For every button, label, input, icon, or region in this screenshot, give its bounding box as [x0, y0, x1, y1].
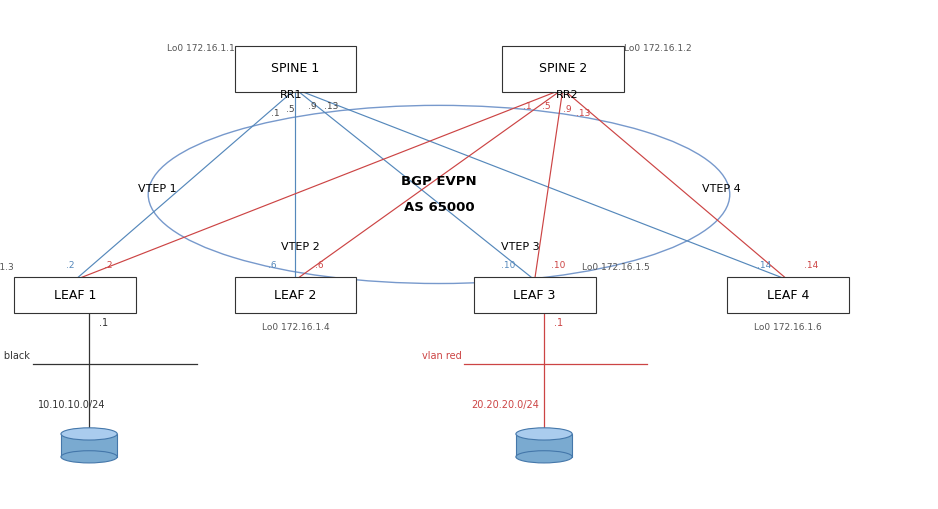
Text: AS 65000: AS 65000	[403, 201, 475, 214]
Bar	[516, 434, 572, 457]
Text: vlan black: vlan black	[0, 351, 30, 361]
Text: .1: .1	[98, 318, 108, 328]
Text: .9: .9	[308, 102, 317, 111]
Text: SPINE 2: SPINE 2	[538, 62, 587, 75]
Text: .5: .5	[541, 102, 551, 111]
Text: Lo0 172.16.1.3: Lo0 172.16.1.3	[0, 263, 14, 272]
Text: .10: .10	[551, 261, 566, 270]
Ellipse shape	[61, 428, 117, 440]
Text: RR1: RR1	[280, 90, 302, 100]
Text: VTEP 4: VTEP 4	[702, 184, 740, 194]
Ellipse shape	[61, 451, 117, 463]
Ellipse shape	[516, 428, 572, 440]
Text: .13: .13	[324, 102, 339, 111]
FancyBboxPatch shape	[234, 46, 356, 92]
Text: LEAF 1: LEAF 1	[53, 289, 97, 302]
Text: VTEP 3: VTEP 3	[501, 242, 540, 252]
Text: .6: .6	[267, 261, 277, 270]
FancyBboxPatch shape	[234, 277, 356, 313]
Text: vlan red: vlan red	[422, 351, 461, 361]
Text: BGP EVPN: BGP EVPN	[401, 175, 477, 188]
Text: LEAF 3: LEAF 3	[513, 289, 556, 302]
Text: LEAF 4: LEAF 4	[766, 289, 809, 302]
Text: .2: .2	[103, 261, 113, 270]
Text: VTEP 2: VTEP 2	[280, 242, 320, 252]
Text: .2: .2	[66, 261, 75, 270]
Text: SPINE 1: SPINE 1	[271, 62, 320, 75]
Ellipse shape	[516, 451, 572, 463]
Text: Lo0 172.16.1.5: Lo0 172.16.1.5	[582, 263, 649, 272]
Ellipse shape	[148, 105, 730, 284]
FancyBboxPatch shape	[474, 277, 596, 313]
Text: .1: .1	[270, 109, 280, 118]
FancyBboxPatch shape	[14, 277, 136, 313]
Text: RR2: RR2	[556, 90, 579, 100]
Text: LEAF 2: LEAF 2	[274, 289, 317, 302]
Bar	[61, 434, 117, 457]
Text: .5: .5	[286, 105, 295, 114]
Text: .14: .14	[804, 261, 819, 270]
FancyBboxPatch shape	[727, 277, 849, 313]
Text: .13: .13	[576, 109, 591, 118]
Text: .10: .10	[501, 261, 516, 270]
Text: .9: .9	[563, 105, 572, 114]
Text: VTEP 1: VTEP 1	[138, 184, 176, 194]
Text: 10.10.10.0/24: 10.10.10.0/24	[38, 400, 105, 410]
Text: Lo0 172.16.1.4: Lo0 172.16.1.4	[262, 323, 329, 332]
Text: 20.20.20.0/24: 20.20.20.0/24	[471, 400, 538, 410]
Text: Lo0 172.16.1.1: Lo0 172.16.1.1	[167, 44, 234, 53]
Text: Lo0 172.16.1.2: Lo0 172.16.1.2	[624, 44, 691, 53]
FancyBboxPatch shape	[502, 46, 624, 92]
Text: .6: .6	[314, 261, 324, 270]
Text: .1: .1	[553, 318, 563, 328]
Text: .14: .14	[757, 261, 772, 270]
Text: Lo0 172.16.1.6: Lo0 172.16.1.6	[754, 323, 822, 332]
Text: .1: .1	[522, 102, 532, 111]
